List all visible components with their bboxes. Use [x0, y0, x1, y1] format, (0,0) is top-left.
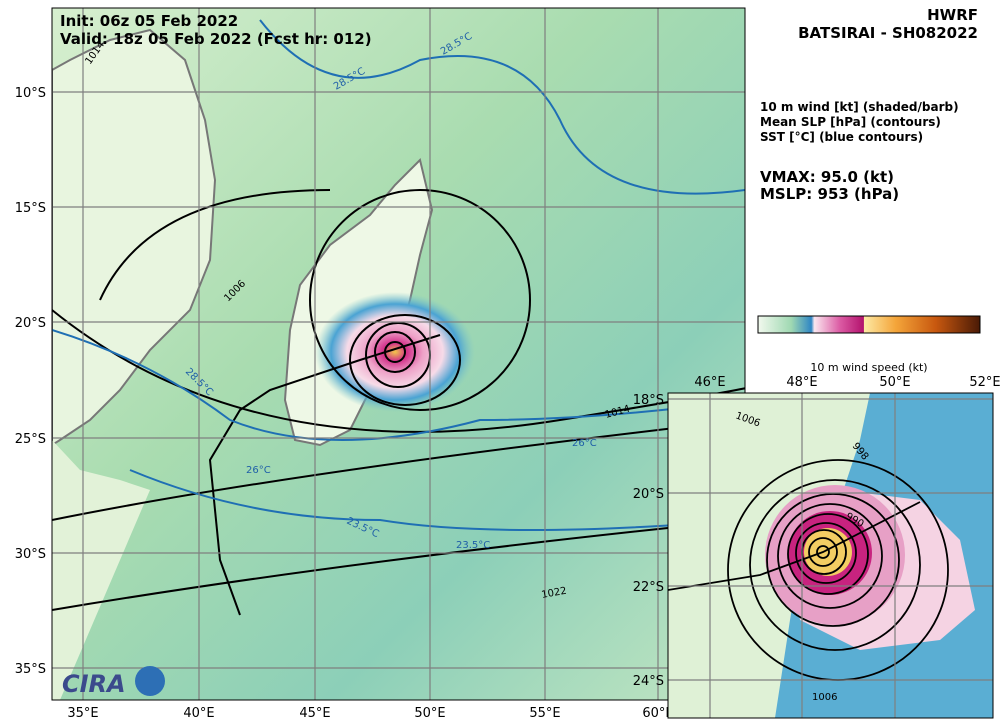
- logo-globe: [135, 666, 165, 696]
- lat-label: 22°S: [633, 580, 664, 595]
- lat-label: 15°S: [15, 201, 46, 216]
- lat-label: 25°S: [15, 432, 46, 447]
- colorbar-scale: [757, 315, 981, 334]
- main-axis-labels: 10°S 15°S 20°S 25°S 30°S 35°S 35°E 40°E …: [15, 86, 674, 721]
- lat-label: 24°S: [633, 674, 664, 689]
- contour-label: 1022: [541, 586, 568, 601]
- main-map: 1014 1006 1014 1022 28.5°C 28.5°C 28.5°C…: [52, 8, 745, 700]
- model-name: HWRF: [927, 6, 978, 24]
- lon-label: 52°E: [969, 375, 1000, 390]
- inset-map: 1006 998 990 1006: [668, 393, 993, 718]
- inset-axis-labels: 46°E 48°E 50°E 52°E 18°S 20°S 22°S 24°S: [633, 375, 1000, 689]
- sst-label: 26°C: [572, 438, 597, 449]
- lon-label: 45°E: [299, 706, 330, 721]
- lon-label: 48°E: [786, 375, 817, 390]
- lon-label: 40°E: [183, 706, 214, 721]
- mslp: MSLP: 953 (hPa): [760, 185, 899, 203]
- lat-label: 35°S: [15, 662, 46, 677]
- sst-label: 26°C: [246, 465, 271, 476]
- lon-label: 35°E: [67, 706, 98, 721]
- logo: CIRA: [62, 670, 126, 698]
- valid-time: Valid: 18z 05 Feb 2022 (Fcst hr: 012): [60, 30, 372, 48]
- init-time: Init: 06z 05 Feb 2022: [60, 12, 238, 30]
- lat-label: 20°S: [633, 487, 664, 502]
- lon-label: 50°E: [879, 375, 910, 390]
- lat-label: 20°S: [15, 316, 46, 331]
- lon-label: 50°E: [414, 706, 445, 721]
- legend-line: SST [°C] (blue contours): [760, 130, 923, 144]
- storm-name: BATSIRAI - SH082022: [798, 24, 978, 42]
- sst-label: 23.5°C: [456, 540, 490, 551]
- colorbar: 10 m wind speed (kt): [757, 315, 981, 374]
- lat-label: 18°S: [633, 393, 664, 408]
- lon-label: 60°E: [642, 706, 673, 721]
- lon-label: 46°E: [694, 375, 725, 390]
- legend-line: Mean SLP [hPa] (contours): [760, 115, 941, 129]
- grid: [52, 8, 745, 700]
- contour-label: 1006: [812, 692, 837, 703]
- legend-line: 10 m wind [kt] (shaded/barb): [760, 100, 959, 114]
- vmax: VMAX: 95.0 (kt): [760, 168, 894, 186]
- colorbar-label: 10 m wind speed (kt): [810, 361, 927, 374]
- lat-label: 10°S: [15, 86, 46, 101]
- lon-label: 55°E: [529, 706, 560, 721]
- lat-label: 30°S: [15, 547, 46, 562]
